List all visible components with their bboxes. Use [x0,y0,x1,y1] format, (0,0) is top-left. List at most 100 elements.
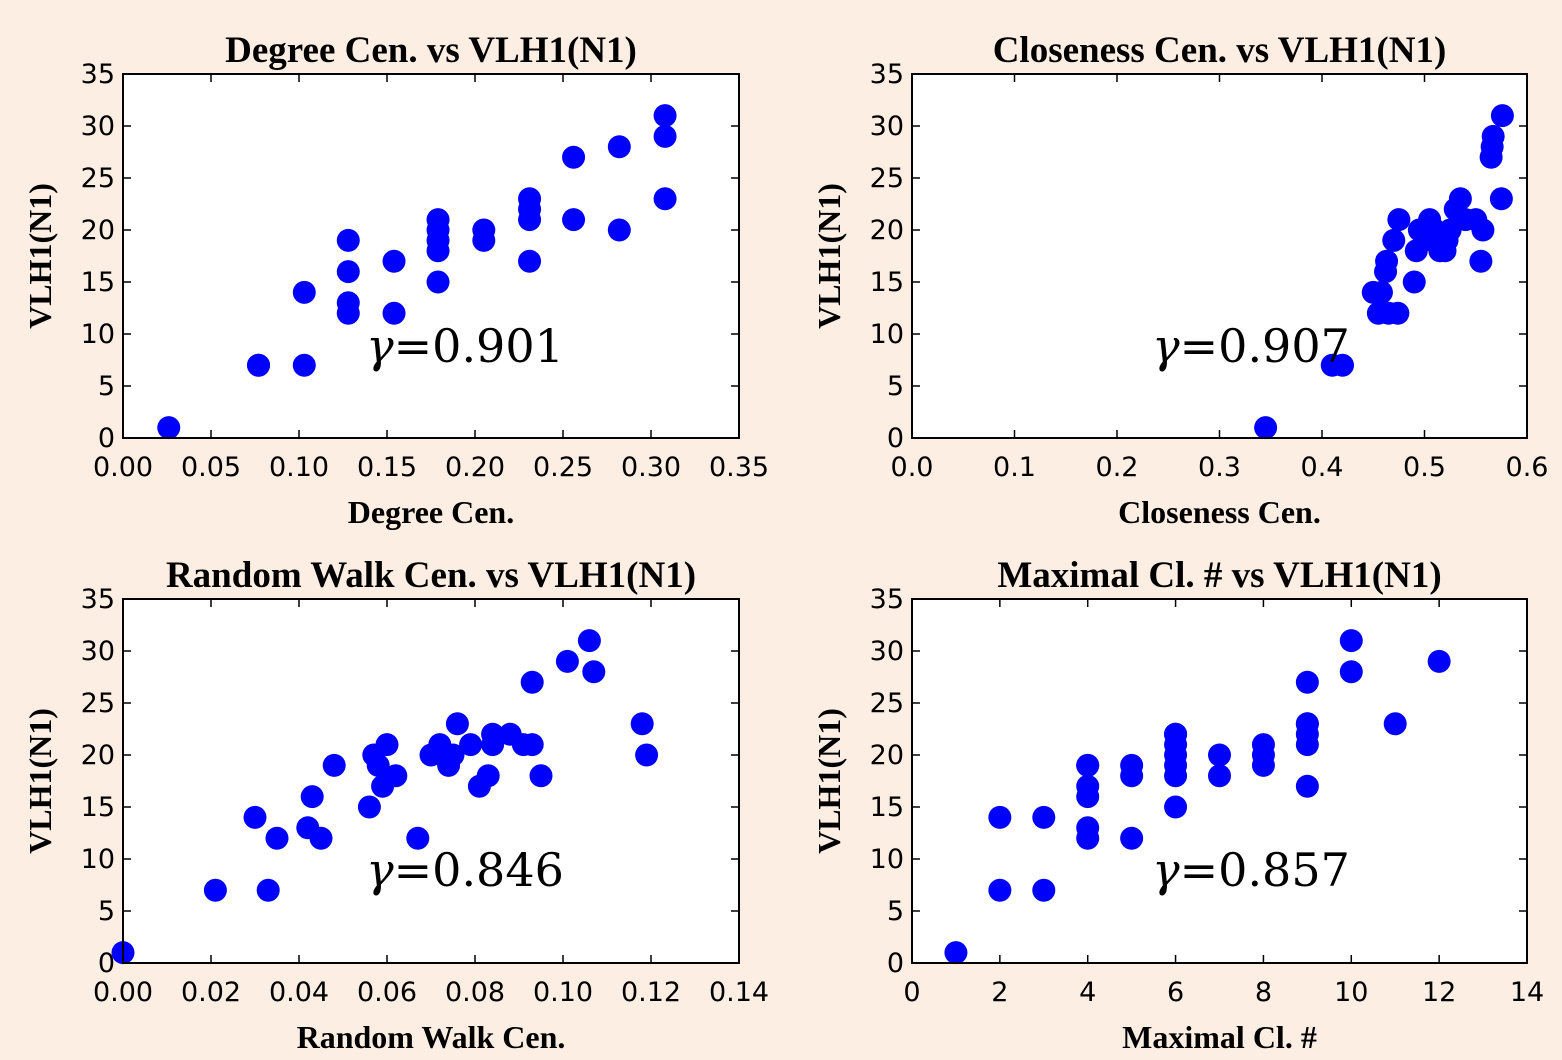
y-axis-label: VLH1(N1) [22,708,58,854]
x-tick-label: 0.0 [891,452,934,483]
data-point [1489,187,1513,211]
y-tick-label: 35 [870,59,904,90]
data-point [336,291,360,315]
data-point [653,104,677,128]
x-tick-label: 0.14 [709,977,769,1008]
correlation-annotation: γ=0.857 [1152,843,1350,897]
y-tick-label: 5 [98,896,115,927]
data-point [265,826,289,850]
data-point [518,249,542,273]
data-point [1164,795,1188,819]
y-tick-label: 10 [81,844,115,875]
data-point [1386,301,1410,325]
y-tick-label: 20 [81,215,115,246]
y-tick-label: 5 [887,896,904,927]
y-tick-label: 25 [81,688,115,719]
data-point [1427,649,1451,673]
x-tick-label: 0.6 [1506,452,1549,483]
x-tick-label: 0.2 [1096,452,1139,483]
x-axis-label: Random Walk Cen. [297,1019,566,1055]
data-point [1076,774,1100,798]
data-point [582,660,606,684]
chart-title: Degree Cen. vs VLH1(N1) [225,30,637,71]
data-point [1387,208,1411,232]
gamma-symbol: γ [366,319,394,373]
plot-area [123,599,739,963]
data-point [1295,774,1319,798]
chart-title: Maximal Cl. # vs VLH1(N1) [997,555,1441,596]
data-point [1383,712,1407,736]
x-tick-label: 0.20 [445,452,505,483]
data-point [336,260,360,284]
data-point [384,764,408,788]
y-axis-label: VLH1(N1) [811,183,847,329]
x-tick-label: 0.02 [181,977,241,1008]
data-point [1404,239,1428,263]
y-tick-label: 15 [870,267,904,298]
data-point [459,733,483,757]
y-tick-label: 25 [870,163,904,194]
y-tick-label: 5 [98,371,115,402]
data-point [426,208,450,232]
equals-sign: = [1180,319,1219,373]
x-tick-label: 10 [1334,977,1368,1008]
axes-frame [911,598,1528,964]
x-tick-label: 0.5 [1403,452,1446,483]
scatter-series [1254,104,1514,440]
data-point [366,753,390,777]
data-point [406,826,430,850]
y-tick-label: 0 [98,948,115,979]
data-point [944,941,968,965]
x-tick-label: 0.00 [93,977,153,1008]
data-point [518,187,542,211]
data-point [322,753,346,777]
data-point [300,785,324,809]
data-point [256,878,280,902]
x-tick-label: 0.35 [709,452,769,483]
data-point [1339,629,1363,653]
data-point [1120,753,1144,777]
data-point [630,712,654,736]
y-tick-label: 35 [870,584,904,615]
y-tick-label: 25 [81,163,115,194]
y-tick-label: 20 [81,740,115,771]
data-point [382,301,406,325]
chart-title: Random Walk Cen. vs VLH1(N1) [166,555,696,596]
gamma-symbol: γ [366,843,394,897]
data-point [1164,722,1188,746]
data-point [441,743,465,767]
x-tick-label: 0.06 [357,977,417,1008]
x-tick-label: 0.08 [445,977,505,1008]
subplot-3: Random Walk Cen. vs VLH1(N1) 0.00 0.02 0.04… [22,555,769,1055]
data-point [243,805,267,829]
y-axis-label: VLH1(N1) [22,183,58,329]
data-point [607,135,631,159]
y-tick-label: 25 [870,688,904,719]
equals-sign: = [1180,843,1219,897]
data-point [1251,733,1275,757]
y-tick-label: 35 [81,584,115,615]
correlation-value: 0.901 [432,319,564,373]
data-point [529,764,553,788]
axes-frame [122,598,740,964]
x-tick-label: 4 [1079,977,1096,1008]
correlation-value: 0.907 [1218,319,1350,373]
data-point [1402,270,1426,294]
x-tick-label: 0.15 [357,452,417,483]
y-tick-label: 30 [81,636,115,667]
data-point [577,629,601,653]
y-tick-label: 5 [887,371,904,402]
data-point [1254,416,1278,440]
equals-sign: = [394,843,433,897]
data-point [1382,228,1406,252]
correlation-annotation: γ=0.907 [1152,319,1350,373]
data-point [1295,670,1319,694]
subplot-2: Closeness Cen. vs VLH1(N1) 0.0 0.1 0.2 0.3 0.… [811,30,1548,530]
x-tick-label: 0.10 [269,452,329,483]
data-point [472,218,496,242]
data-point [1120,826,1144,850]
x-axis-label: Maximal Cl. # [1122,1019,1317,1055]
data-point [1032,878,1056,902]
data-point [653,187,677,211]
data-point [1369,280,1393,304]
